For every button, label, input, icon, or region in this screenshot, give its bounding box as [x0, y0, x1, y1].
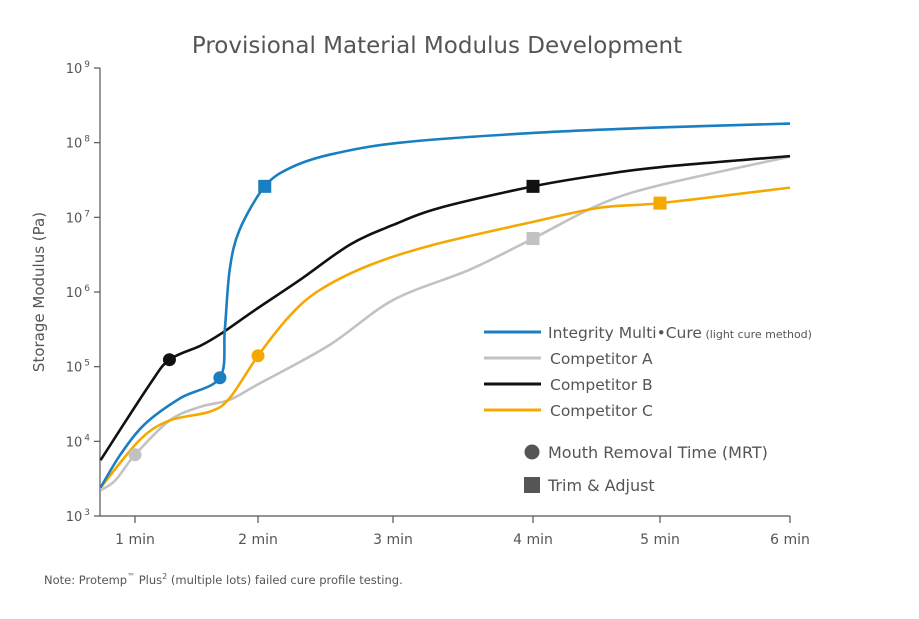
mrt-marker-0 — [213, 371, 227, 385]
x-tick-label: 3 min — [373, 532, 413, 548]
note-suffix: (multiple lots) failed cure profile test… — [167, 572, 403, 587]
y-tick-label: 10 9 — [66, 60, 91, 77]
note-sup: 2 — [162, 572, 168, 581]
footnote: Note: Protemp™ Plus2 (multiple lots) fai… — [44, 572, 403, 587]
legend-square-icon — [524, 477, 540, 493]
mrt-marker-3 — [251, 349, 265, 363]
note-prefix: Note: Protemp — [44, 572, 128, 587]
legend-label-1: Competitor A — [550, 350, 653, 368]
y-tick-label: 10 8 — [66, 135, 91, 152]
y-tick-label: 10 5 — [66, 359, 90, 376]
y-axis-label: Storage Modulus (Pa) — [30, 212, 48, 372]
mrt-marker-1 — [128, 448, 142, 462]
series-line-1 — [99, 155, 791, 492]
note-tm: ™ — [127, 572, 136, 581]
chart-title: Provisional Material Modulus Development — [192, 33, 682, 59]
trim-marker-1 — [526, 232, 540, 246]
legend-label-2: Competitor B — [550, 376, 653, 394]
legend-label-0: Integrity Multi•Cure (light cure method) — [548, 324, 812, 342]
legend-marker-label-1: Trim & Adjust — [547, 476, 655, 495]
y-tick-label: 10 7 — [66, 209, 90, 226]
mrt-marker-2 — [162, 353, 176, 367]
x-tick-label: 2 min — [238, 532, 278, 548]
series-line-0 — [99, 122, 791, 489]
note-mid: Plus — [135, 572, 163, 587]
legend-circle-icon — [524, 444, 540, 460]
y-tick-label: 10 6 — [66, 284, 91, 301]
trim-marker-3 — [653, 196, 667, 210]
y-tick-label: 10 3 — [66, 508, 90, 525]
series-line-3 — [99, 186, 791, 489]
x-tick-label: 4 min — [513, 532, 553, 548]
legend-marker-label-0: Mouth Removal Time (MRT) — [548, 443, 768, 462]
y-tick-label: 10 4 — [66, 433, 91, 450]
x-tick-label: 6 min — [770, 532, 810, 548]
x-tick-label: 1 min — [115, 532, 155, 548]
trim-marker-2 — [526, 179, 540, 193]
legend-label-3: Competitor C — [550, 402, 653, 420]
x-tick-label: 5 min — [640, 532, 680, 548]
trim-marker-0 — [258, 179, 272, 193]
